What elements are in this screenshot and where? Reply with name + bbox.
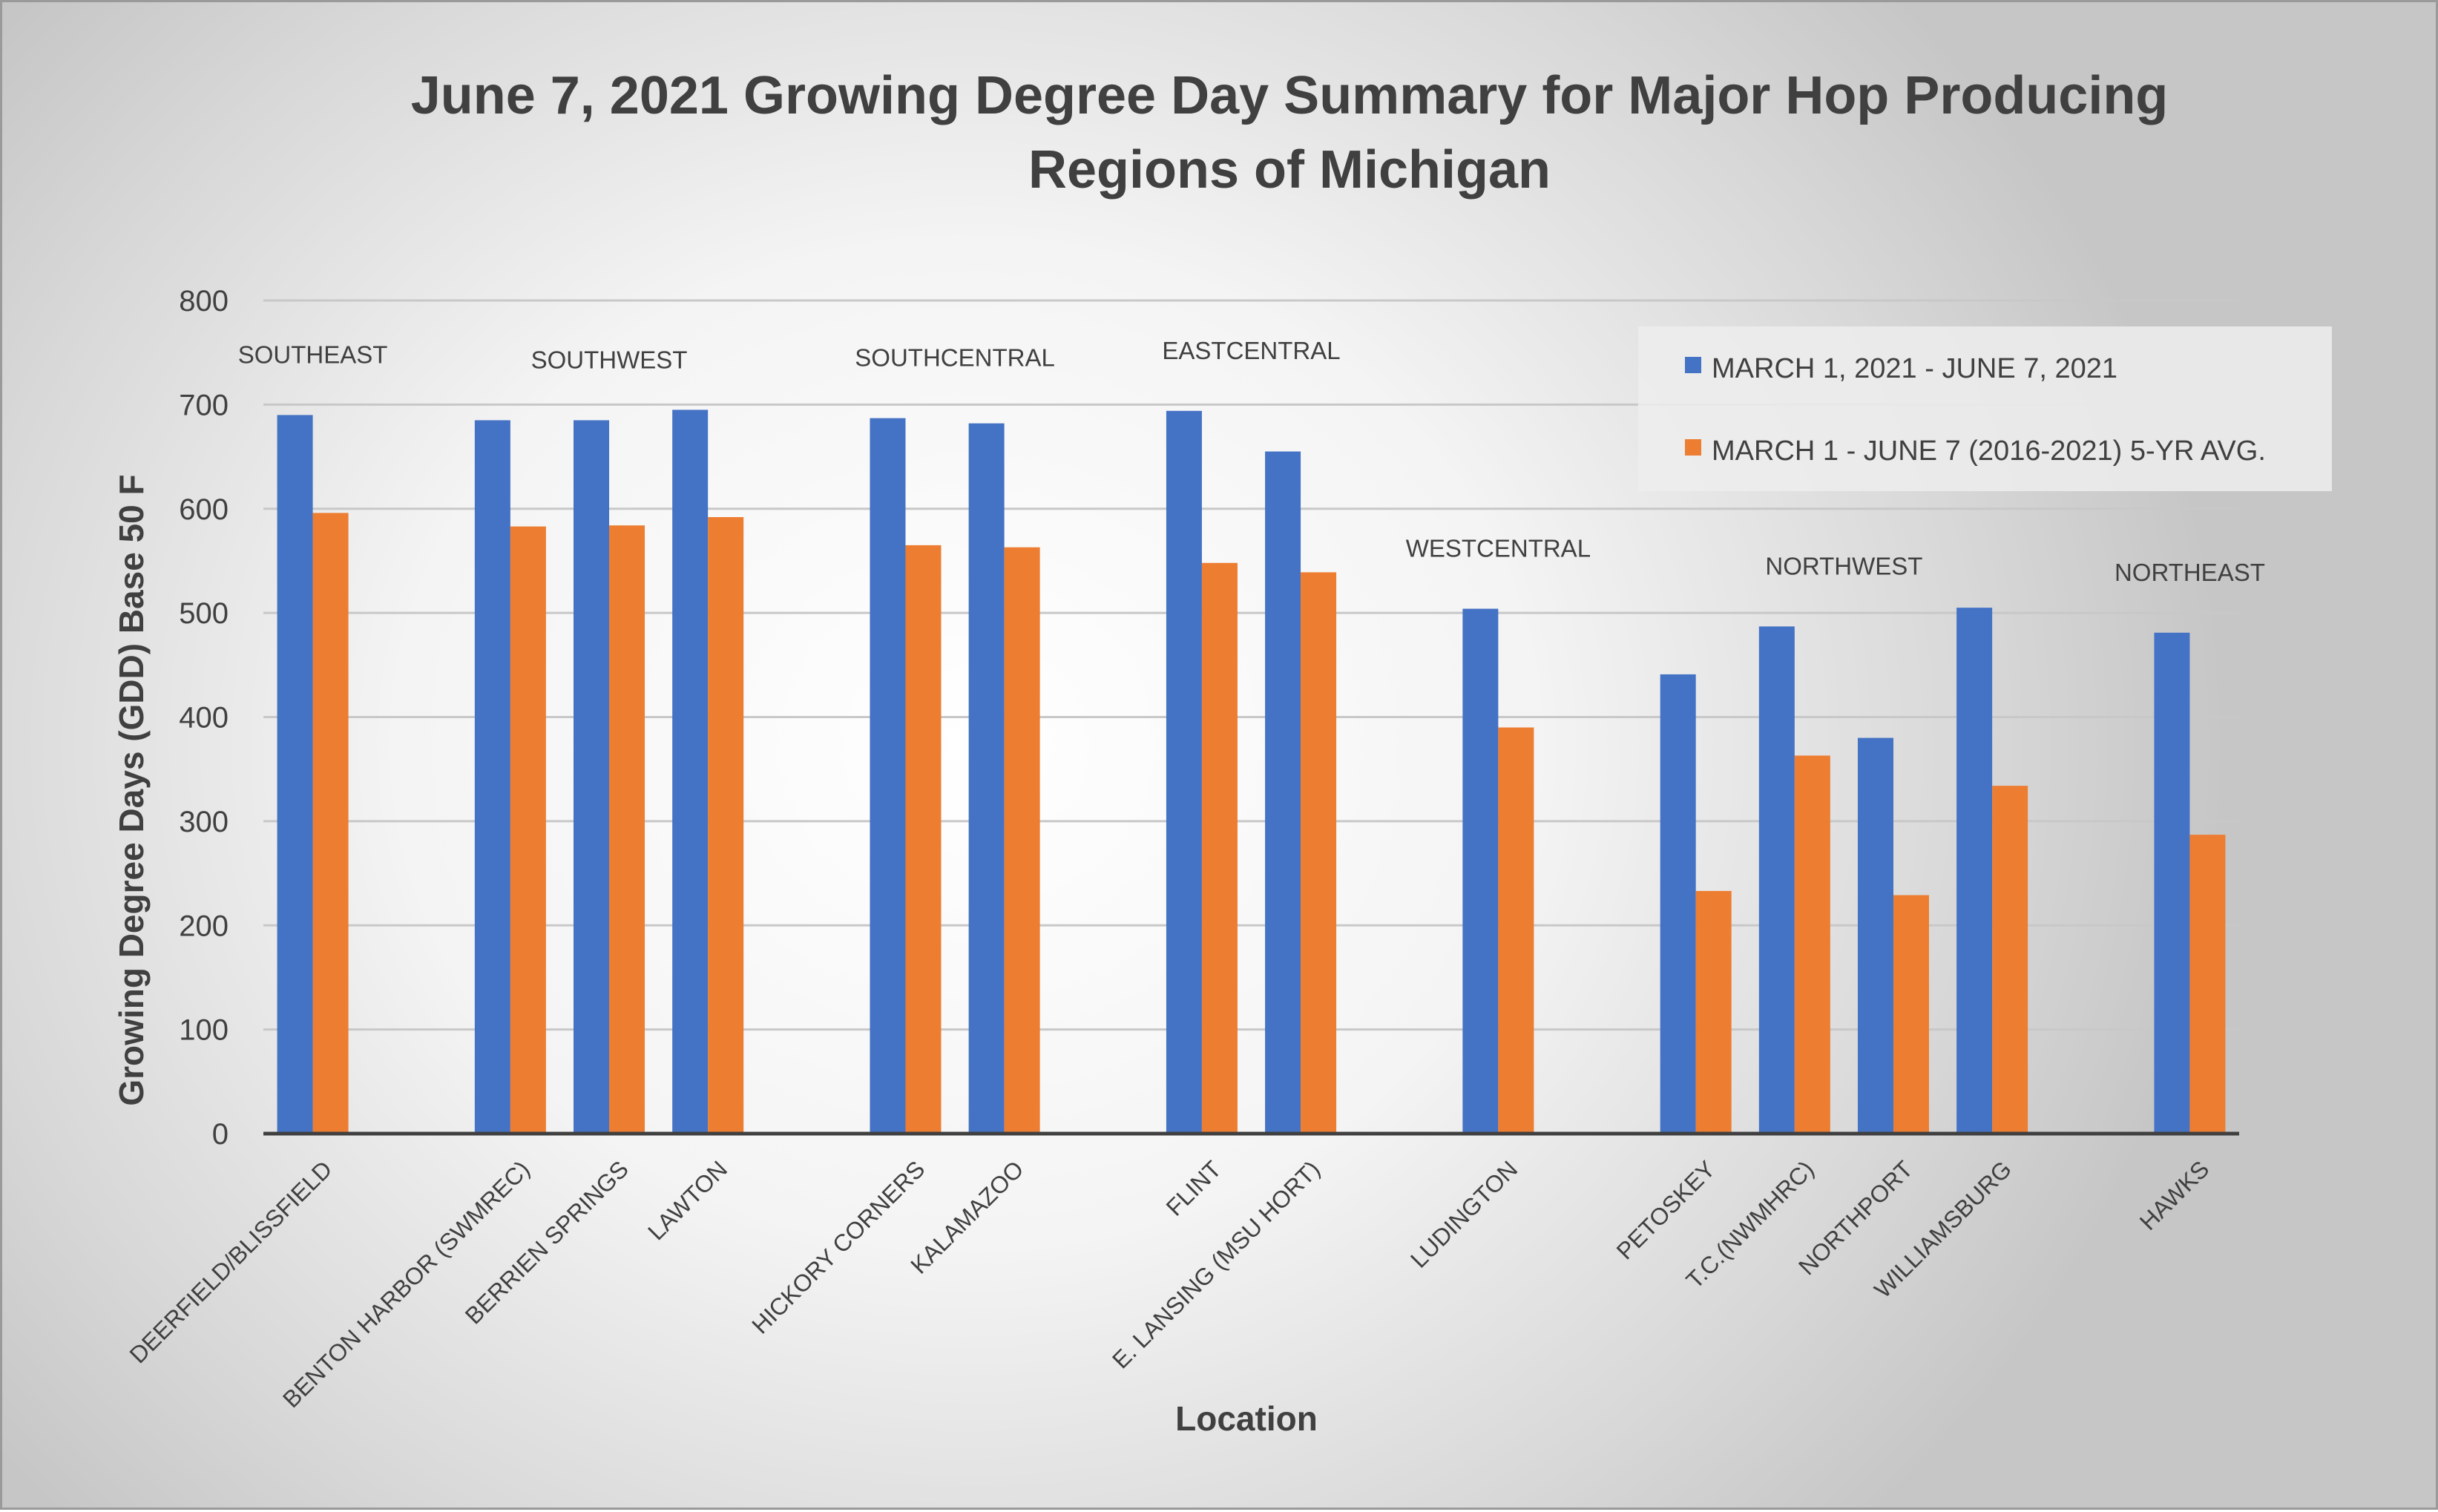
- bar-series-1: [574, 420, 610, 1134]
- legend-swatch-series-1: [1685, 357, 1701, 373]
- x-tick-label: BERRIEN SPRINGS: [460, 1155, 634, 1329]
- chart-title-line-2: Regions of Michigan: [1028, 140, 1551, 200]
- legend-entry-series-2: MARCH 1 - JUNE 7 (2016-2021) 5-YR AVG.: [1712, 435, 2266, 467]
- legend-background: [1638, 326, 2332, 491]
- bar-series-2: [609, 525, 645, 1134]
- x-tick-label: HAWKS: [2135, 1155, 2215, 1235]
- bar-series-1: [474, 420, 510, 1134]
- y-tick-label: 500: [179, 597, 229, 630]
- x-tick-label: E. LANSING (MSU HORT): [1107, 1155, 1325, 1373]
- bar-series-1: [968, 423, 1005, 1134]
- bar-series-2: [1301, 572, 1337, 1134]
- bar-series-2: [1992, 786, 2028, 1134]
- bars: [277, 410, 2226, 1134]
- bar-series-2: [905, 545, 942, 1134]
- x-tick-label: DEERFIELD/BLISSFIELD: [125, 1155, 338, 1368]
- bar-series-2: [708, 516, 744, 1134]
- bar-series-2: [2189, 835, 2226, 1134]
- y-tick-label: 600: [179, 493, 229, 526]
- bar-series-2: [1201, 562, 1238, 1134]
- y-axis-title: Growing Degree Days (GDD) Base 50 F: [112, 474, 151, 1105]
- y-tick-label: 200: [179, 910, 229, 942]
- bar-series-1: [1956, 608, 1993, 1134]
- bar-series-1: [870, 418, 906, 1134]
- bar-series-2: [510, 526, 546, 1134]
- bar-series-1: [1265, 451, 1301, 1134]
- bar-series-2: [1794, 755, 1830, 1134]
- bar-series-1: [1660, 674, 1696, 1134]
- legend-swatch-series-2: [1685, 439, 1701, 456]
- bar-series-1: [1758, 626, 1795, 1134]
- bar-series-1: [277, 415, 313, 1134]
- y-tick-label: 100: [179, 1014, 229, 1047]
- region-label: EASTCENTRAL: [1162, 337, 1340, 364]
- bar-series-1: [1462, 608, 1499, 1134]
- x-tick-label: LAWTON: [643, 1155, 732, 1245]
- bar-series-2: [1695, 890, 1732, 1134]
- x-tick-label: PETOSKEY: [1611, 1155, 1721, 1264]
- region-labels: SOUTHEAST SOUTHWEST SOUTHCENTRAL EASTCENTRA…: [238, 337, 2265, 586]
- y-tick-label: 0: [212, 1118, 229, 1151]
- legend-entry-series-1: MARCH 1, 2021 - JUNE 7, 2021: [1712, 353, 2117, 384]
- y-tick-label: 300: [179, 806, 229, 838]
- bar-series-1: [1857, 737, 1893, 1134]
- bar-series-2: [1498, 727, 1534, 1134]
- region-label: WESTCENTRAL: [1406, 535, 1591, 562]
- region-label: SOUTHWEST: [531, 346, 688, 373]
- x-tick-label: LUDINGTON: [1405, 1155, 1522, 1272]
- bar-series-1: [672, 410, 709, 1134]
- x-tick-label: FLINT: [1161, 1155, 1226, 1220]
- y-tick-label: 800: [179, 285, 229, 318]
- region-label: NORTHWEST: [1765, 552, 1922, 579]
- region-label: NORTHEAST: [2115, 559, 2265, 586]
- bar-series-2: [312, 513, 349, 1134]
- bar-series-1: [1166, 410, 1202, 1134]
- bar-series-2: [1004, 547, 1040, 1134]
- bar-series-1: [2154, 632, 2190, 1134]
- bar-series-2: [1893, 895, 1929, 1134]
- legend: MARCH 1, 2021 - JUNE 7, 2021 MARCH 1 - J…: [1638, 326, 2332, 491]
- region-label: SOUTHEAST: [238, 341, 388, 368]
- x-axis-title: Location: [1175, 1399, 1318, 1438]
- x-tick-label: HICKORY CORNERS: [746, 1155, 930, 1338]
- region-label: SOUTHCENTRAL: [855, 344, 1055, 372]
- y-tick-label: 700: [179, 389, 229, 421]
- y-tick-label: 400: [179, 702, 229, 734]
- chart-title-line-1: June 7, 2021 Growing Degree Day Summary …: [411, 66, 2169, 125]
